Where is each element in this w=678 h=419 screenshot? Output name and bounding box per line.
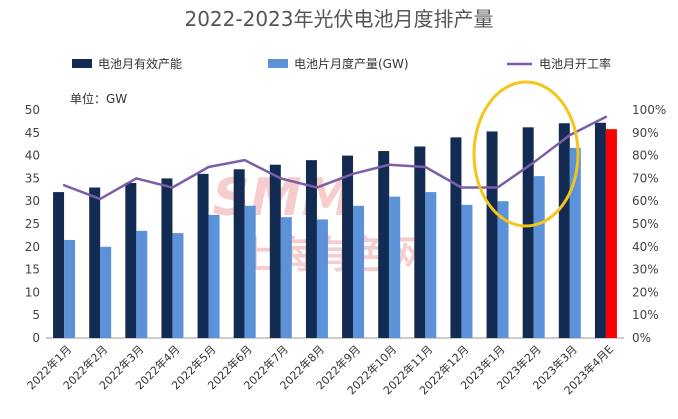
utilization-point <box>460 186 463 189</box>
y-right-tick-label: 100% <box>632 103 666 117</box>
bar-capacity <box>53 192 65 338</box>
bar-capacity <box>414 146 426 338</box>
y-left-tick-label: 25 <box>25 217 40 231</box>
utilization-point <box>532 161 535 164</box>
y-right-tick-label: 60% <box>632 194 659 208</box>
utilization-point <box>207 165 210 169</box>
utilization-point <box>171 186 174 189</box>
bar-output <box>389 196 401 338</box>
legend-swatch-output <box>268 59 288 68</box>
bar-output <box>533 176 545 338</box>
bar-output <box>280 217 292 338</box>
highlight-ellipse <box>472 80 580 228</box>
bars <box>53 122 617 338</box>
utilization-point <box>568 133 572 137</box>
utilization-point <box>351 172 355 176</box>
utilization-point <box>98 197 102 201</box>
utilization-point <box>62 184 66 187</box>
y-left-tick-label: 35 <box>25 171 40 185</box>
bar-output <box>172 233 184 338</box>
bar-capacity <box>89 187 101 338</box>
bar-output <box>244 205 256 338</box>
y-left-tick-label: 20 <box>25 240 40 254</box>
utilization-point <box>135 177 138 180</box>
bar-capacity <box>305 160 317 338</box>
bar-capacity <box>450 137 462 338</box>
utilization-line <box>63 115 607 201</box>
bar-capacity <box>378 151 390 338</box>
y-right-tick-label: 20% <box>632 285 659 299</box>
legend: 电池月有效产能 电池片月度产量(GW) 电池月开工率 <box>72 56 611 71</box>
y-left-tick-label: 0 <box>32 331 40 345</box>
bar-capacity <box>342 155 354 338</box>
legend-swatch-capacity <box>72 59 92 68</box>
y-left-tick-label: 5 <box>32 308 40 322</box>
bar-capacity <box>161 178 173 338</box>
utilization-line-layer <box>62 115 608 201</box>
bar-capacity <box>197 173 209 338</box>
bar-capacity <box>558 123 570 338</box>
y-left-tick-label: 15 <box>25 263 40 277</box>
bar-capacity <box>594 122 606 338</box>
y-left-tick-label: 40 <box>25 149 40 163</box>
bar-capacity <box>486 131 498 338</box>
utilization-point <box>279 177 283 180</box>
utilization-point <box>315 186 319 189</box>
y-right-tick-label: 0% <box>632 331 651 345</box>
x-axis-labels: 2022年1月2022年2月2022年3月2022年4月2022年5月2022年… <box>24 342 616 397</box>
bar-output <box>461 204 473 338</box>
y-left-tick-label: 30 <box>25 194 40 208</box>
utilization-point <box>604 115 608 119</box>
y-right-tick-label: 30% <box>632 263 659 277</box>
utilization-point <box>387 163 391 166</box>
chart-title: 2022-2023年光伏电池月度排产量 <box>184 7 493 31</box>
bar-output <box>64 239 76 338</box>
bar-output <box>497 201 509 338</box>
bar-capacity <box>269 164 281 338</box>
legend-label-utilization: 电池月开工率 <box>539 56 611 71</box>
y-left-tick-label: 45 <box>25 126 40 140</box>
bar-capacity <box>233 169 245 338</box>
unit-label: 单位：GW <box>70 91 127 106</box>
bar-output <box>316 219 328 338</box>
bar-output <box>605 129 617 338</box>
bar-output <box>136 230 148 338</box>
y-right-tick-label: 80% <box>632 149 659 163</box>
legend-label-output: 电池片月度产量(GW) <box>294 56 409 71</box>
y-right-tick-label: 10% <box>632 308 659 322</box>
axes: 0 5 10 15 20 25 30 35 40 45 50 0% 10% 20% 30% 40% 50% 60%… <box>25 103 667 345</box>
utilization-point <box>243 158 246 162</box>
bar-output <box>425 192 437 338</box>
legend-label-capacity: 电池月有效产能 <box>98 56 182 71</box>
utilization-point <box>424 165 427 169</box>
bar-output <box>353 205 365 338</box>
y-right-tick-label: 40% <box>632 240 659 254</box>
bar-output <box>208 214 220 338</box>
utilization-point <box>496 186 499 189</box>
y-right-tick-label: 70% <box>632 171 659 185</box>
y-right-tick-label: 90% <box>632 126 659 140</box>
y-left-tick-label: 50 <box>25 103 40 117</box>
bar-output <box>100 246 112 338</box>
y-left-tick-label: 10 <box>25 285 40 299</box>
y-right-tick-label: 50% <box>632 217 659 231</box>
bar-output <box>569 147 581 338</box>
bar-capacity <box>125 182 137 338</box>
bar-capacity <box>522 127 534 338</box>
